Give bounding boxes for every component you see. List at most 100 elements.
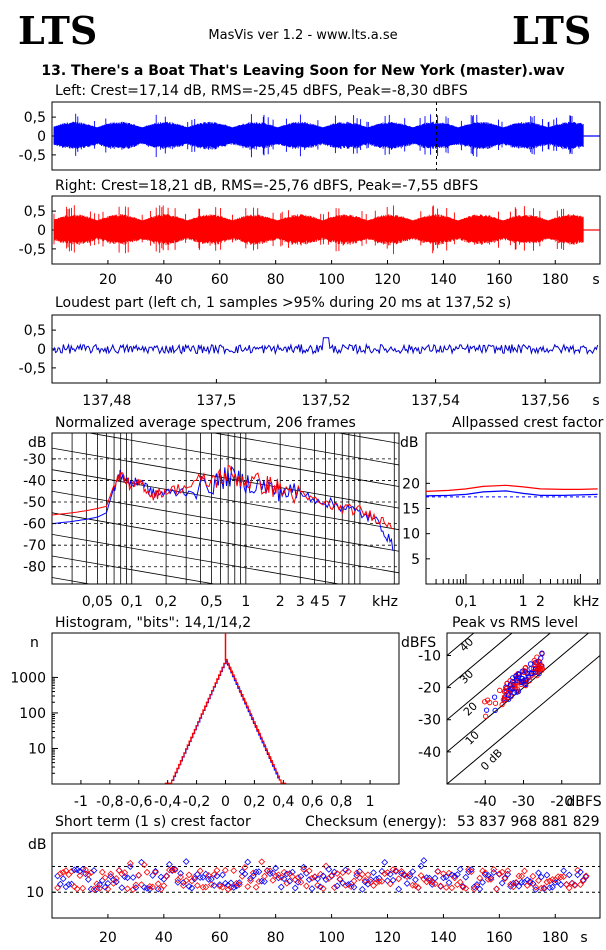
crest-point bbox=[283, 879, 291, 887]
crest-point bbox=[129, 886, 137, 893]
crest-point bbox=[454, 871, 461, 878]
crest-point bbox=[473, 881, 481, 888]
x-tick-label: 100 bbox=[318, 272, 345, 288]
crest-point bbox=[247, 877, 254, 884]
crest-point bbox=[487, 874, 495, 882]
crest-point bbox=[367, 878, 375, 886]
crest-point bbox=[210, 871, 218, 878]
x-tick-label: 0,1 bbox=[121, 594, 143, 610]
crest-point bbox=[493, 885, 500, 893]
rms-point bbox=[535, 664, 542, 671]
crest-point bbox=[339, 879, 347, 887]
crest-point bbox=[546, 877, 554, 885]
crest-point bbox=[372, 879, 380, 886]
crest-point bbox=[56, 880, 64, 888]
slope-line bbox=[52, 555, 217, 584]
crest-point bbox=[305, 867, 313, 875]
x-tick-label: 2 bbox=[276, 594, 285, 610]
crest-point bbox=[543, 871, 551, 879]
rms-point bbox=[492, 707, 498, 714]
crest-point bbox=[171, 865, 179, 873]
crest-point bbox=[266, 867, 274, 875]
crest-series-right bbox=[425, 484, 598, 492]
x-tick-label: 120 bbox=[374, 272, 401, 288]
crest-point bbox=[442, 873, 450, 881]
slope-line bbox=[52, 362, 399, 422]
crest-point bbox=[560, 867, 568, 875]
crest-point bbox=[459, 883, 467, 891]
crest-point bbox=[104, 885, 112, 893]
y-tick-label: 20 bbox=[402, 476, 420, 492]
crest-point bbox=[434, 867, 442, 875]
crest-point bbox=[400, 870, 408, 878]
crest-point bbox=[180, 882, 187, 890]
crest-point bbox=[495, 870, 503, 878]
x-tick-label: -1 bbox=[74, 794, 88, 810]
x-tick-label: 80 bbox=[267, 272, 285, 288]
y-tick-label: 0 bbox=[37, 223, 46, 239]
crest-point bbox=[339, 869, 347, 876]
crest-point bbox=[182, 877, 190, 884]
x-tick-label: 137,52 bbox=[302, 393, 351, 409]
crest-point bbox=[280, 868, 288, 876]
right-stats-title: Right: Crest=18,21 dB, RMS=-25,76 dBFS, … bbox=[55, 178, 478, 194]
crest-point bbox=[378, 877, 386, 885]
crest-point bbox=[269, 877, 277, 884]
crest-point bbox=[96, 881, 103, 888]
rms-point bbox=[520, 678, 526, 685]
slope-line bbox=[87, 433, 399, 487]
crest-point bbox=[487, 875, 495, 883]
crest-point bbox=[557, 881, 565, 889]
x-tick-label: 180 bbox=[542, 272, 569, 288]
y-tick-label: -30 bbox=[23, 452, 46, 468]
x-tick-label: 0,6 bbox=[301, 794, 323, 810]
rms-point bbox=[499, 701, 505, 708]
file-title: 13. There's a Boat That's Leaving Soon f… bbox=[41, 63, 564, 79]
crest-point bbox=[238, 868, 246, 876]
crest-point bbox=[84, 870, 92, 878]
crest-point bbox=[501, 874, 509, 882]
crest-point bbox=[216, 882, 224, 890]
crest-point bbox=[56, 870, 64, 877]
crest-point bbox=[294, 874, 302, 881]
x-tick-label: 0,2 bbox=[243, 794, 265, 810]
crest-point bbox=[280, 875, 288, 883]
crest-point bbox=[230, 867, 238, 875]
crest-point bbox=[202, 870, 210, 878]
crest-point bbox=[261, 872, 268, 880]
crest-point bbox=[442, 884, 450, 891]
crest-point bbox=[219, 883, 226, 891]
crest-point bbox=[177, 873, 185, 881]
rms-point bbox=[528, 670, 535, 676]
crest-point bbox=[395, 885, 403, 893]
crest-point bbox=[336, 875, 344, 883]
crest-point bbox=[115, 867, 123, 874]
allpassed-crest-title: Allpassed crest factor bbox=[452, 415, 604, 431]
rms-point bbox=[507, 678, 513, 684]
x-tick-label: 40 bbox=[155, 930, 173, 946]
y-tick-label: 1000 bbox=[10, 670, 46, 686]
crest-point bbox=[540, 885, 548, 892]
x-tick-label: 2 bbox=[536, 594, 545, 610]
crest-point bbox=[428, 878, 436, 886]
crest-point bbox=[322, 876, 330, 884]
stc-ylabel: dB bbox=[28, 837, 47, 853]
crest-point bbox=[423, 878, 431, 886]
crest-point bbox=[191, 875, 198, 883]
crest-point bbox=[188, 884, 196, 892]
crest-point bbox=[333, 882, 341, 890]
crest-point bbox=[157, 885, 165, 893]
crest-point bbox=[59, 868, 67, 876]
x-tick-label: 5 bbox=[321, 594, 330, 610]
diagonal-label: 0 dB bbox=[478, 746, 505, 773]
crest-point bbox=[154, 880, 162, 888]
crest-point bbox=[381, 870, 389, 877]
x-tick-label: 0,5 bbox=[200, 594, 222, 610]
crest-point bbox=[213, 872, 221, 880]
x-tick-label: 100 bbox=[318, 930, 345, 946]
crest-point bbox=[221, 866, 229, 874]
x-tick-label: 4 bbox=[310, 594, 319, 610]
x-unit-label: kHz bbox=[573, 594, 599, 610]
crest-point bbox=[582, 872, 590, 880]
x-tick-label: -20 bbox=[550, 794, 573, 810]
